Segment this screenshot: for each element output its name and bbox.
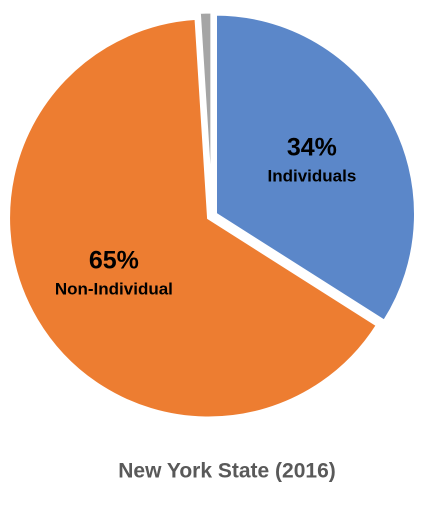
- chart-title: New York State (2016): [118, 460, 336, 483]
- slice-category-label: Individuals: [268, 167, 357, 186]
- pie-slice: [214, 12, 417, 324]
- slice-category-label: Non-Individual: [55, 280, 173, 299]
- pie-slice: [7, 16, 380, 420]
- pie-slice: [197, 10, 214, 213]
- slice-value-label: 34%: [287, 134, 337, 162]
- slice-value-label: 65%: [89, 247, 139, 275]
